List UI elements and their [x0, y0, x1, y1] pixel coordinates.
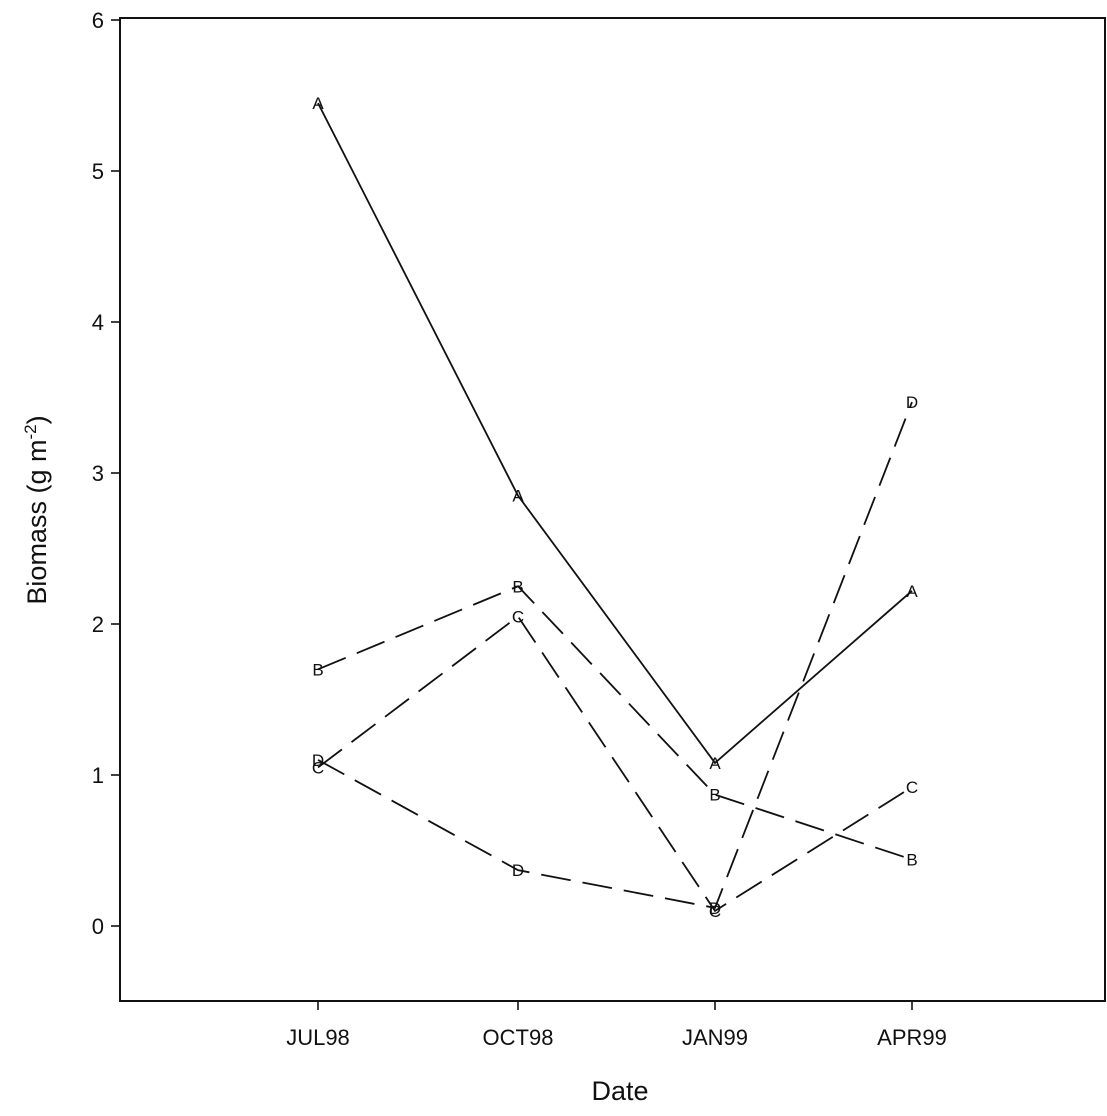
- data-point-C: C: [512, 607, 524, 626]
- y-tick-label: 0: [92, 914, 104, 939]
- x-tick-label: JUL98: [286, 1025, 350, 1050]
- x-axis-title: Date: [591, 1076, 648, 1106]
- y-axis-title: Biomass (g m-2): [21, 415, 52, 604]
- x-tick-label: OCT98: [483, 1025, 554, 1050]
- data-point-D: D: [512, 861, 524, 880]
- y-axis: 0 1 2 3 4 5 6: [92, 8, 120, 939]
- data-point-B: B: [709, 786, 720, 805]
- x-tick-label: JAN99: [682, 1025, 748, 1050]
- data-point-A: A: [312, 94, 324, 113]
- y-tick-label: 5: [92, 159, 104, 184]
- y-axis-title-exponent: -2: [21, 424, 40, 439]
- y-tick-label: 3: [92, 461, 104, 486]
- series-A: A A A A: [312, 94, 918, 773]
- data-point-C: C: [312, 758, 324, 777]
- series-line-C: [317, 615, 913, 913]
- data-point-D: D: [312, 751, 324, 770]
- data-point-B: B: [512, 577, 523, 596]
- data-point-B: B: [312, 660, 323, 679]
- plot-frame: [119, 17, 1106, 1002]
- data-point-A: A: [709, 754, 721, 773]
- x-tick-label: APR99: [877, 1025, 947, 1050]
- series-D: D D D D: [312, 393, 918, 918]
- series-line-B: [317, 585, 913, 861]
- y-tick-label: 4: [92, 310, 104, 335]
- data-point-D: D: [709, 899, 721, 918]
- data-point-B: B: [906, 851, 917, 870]
- y-axis-title-close: ): [22, 415, 52, 424]
- y-tick-label: 1: [92, 763, 104, 788]
- data-point-D: D: [906, 393, 918, 412]
- x-axis: JUL98 OCT98 JAN99 APR99: [286, 1001, 947, 1050]
- y-axis-title-main: Biomass (g m: [22, 440, 52, 605]
- series-B: B B B B: [312, 577, 917, 869]
- series-line-A: [317, 102, 913, 765]
- y-tick-label: 2: [92, 612, 104, 637]
- series-line-D: [317, 401, 913, 909]
- data-point-C: C: [906, 778, 918, 797]
- y-tick-label: 6: [92, 8, 104, 33]
- data-point-A: A: [512, 487, 524, 506]
- data-point-A: A: [906, 582, 918, 601]
